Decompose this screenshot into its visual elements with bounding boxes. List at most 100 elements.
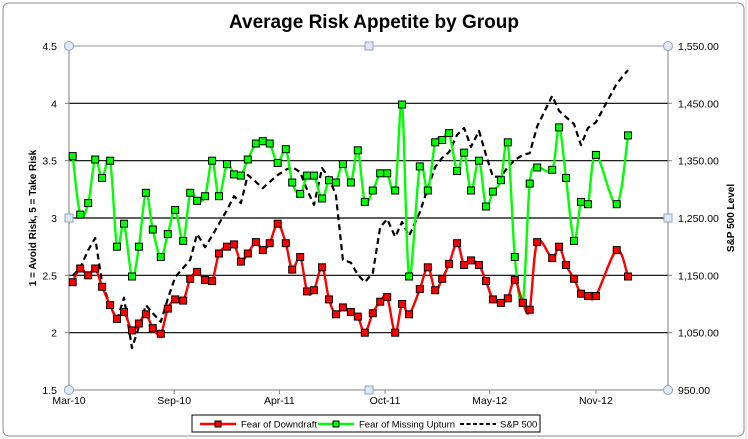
data-point-fear-of-downdraft xyxy=(624,272,632,281)
data-point-fear-of-downdraft xyxy=(405,310,414,319)
resize-handle-corner[interactable] xyxy=(64,385,74,395)
data-point-fear-of-downdraft xyxy=(518,298,527,307)
data-point-fear-of-missing-upturn xyxy=(303,171,312,180)
data-point-fear-of-downdraft xyxy=(201,275,210,284)
data-point-fear-of-missing-upturn xyxy=(193,196,202,205)
data-point-fear-of-downdraft xyxy=(288,265,297,274)
data-point-fear-of-missing-upturn xyxy=(273,159,282,167)
data-point-fear-of-missing-upturn xyxy=(68,152,77,161)
data-point-fear-of-missing-upturn xyxy=(265,139,274,148)
data-point-fear-of-missing-upturn xyxy=(482,202,490,211)
resize-handle-edge[interactable] xyxy=(364,41,374,51)
data-point-fear-of-downdraft xyxy=(525,305,534,314)
data-point-fear-of-missing-upturn xyxy=(230,170,238,179)
data-point-fear-of-downdraft xyxy=(258,246,267,255)
data-point-fear-of-downdraft xyxy=(503,294,512,303)
data-point-fear-of-downdraft xyxy=(128,326,136,335)
chart-title: Average Risk Appetite by Group xyxy=(229,12,519,33)
data-point-fear-of-downdraft xyxy=(431,286,440,295)
data-point-fear-of-downdraft xyxy=(186,274,195,283)
data-point-fear-of-missing-upturn xyxy=(503,138,512,147)
data-point-fear-of-downdraft xyxy=(310,286,318,295)
data-point-fear-of-missing-upturn xyxy=(318,194,327,203)
legend-label: Fear of Downdraft xyxy=(241,420,317,431)
data-point-fear-of-missing-upturn xyxy=(148,225,157,234)
data-point-fear-of-downdraft xyxy=(148,324,157,333)
data-point-fear-of-downdraft xyxy=(223,242,231,251)
data-point-fear-of-downdraft xyxy=(338,303,347,312)
data-point-fear-of-missing-upturn xyxy=(353,146,362,155)
y-tick-label: 3.5 xyxy=(42,156,57,168)
resize-handle-edge[interactable] xyxy=(364,385,374,395)
data-point-fear-of-missing-upturn xyxy=(134,242,143,251)
data-point-fear-of-missing-upturn xyxy=(562,173,570,182)
data-point-fear-of-downdraft xyxy=(445,259,454,268)
resize-handle-edge[interactable] xyxy=(663,213,673,223)
data-point-fear-of-missing-upturn xyxy=(583,200,592,209)
data-point-fear-of-downdraft xyxy=(591,292,600,300)
data-point-fear-of-downdraft xyxy=(134,319,143,328)
data-point-fear-of-downdraft xyxy=(438,274,447,283)
legend[interactable]: Fear of Downdraft Fear of Missing Upturn S… xyxy=(191,414,541,433)
y2-tick-label: 1,150.00 xyxy=(678,270,719,282)
data-point-fear-of-downdraft xyxy=(91,264,100,273)
data-point-fear-of-downdraft xyxy=(120,308,128,316)
data-point-fear-of-downdraft xyxy=(76,264,85,273)
data-point-fear-of-missing-upturn xyxy=(310,171,318,180)
data-point-fear-of-downdraft xyxy=(496,298,505,307)
data-point-fear-of-missing-upturn xyxy=(141,188,150,197)
series-fear-of-missing-upturn xyxy=(68,100,632,307)
data-point-fear-of-downdraft xyxy=(106,301,115,310)
data-point-fear-of-missing-upturn xyxy=(368,186,377,195)
series-line-s-p-500 xyxy=(71,69,629,350)
data-point-fear-of-downdraft xyxy=(193,267,202,276)
data-point-fear-of-downdraft xyxy=(383,293,392,302)
data-point-fear-of-missing-upturn xyxy=(453,167,462,175)
data-point-fear-of-missing-upturn xyxy=(570,236,578,245)
y2-tick-label: 1,050.00 xyxy=(678,328,719,340)
data-point-fear-of-downdraft xyxy=(533,238,542,247)
legend-label: Fear of Missing Upturn xyxy=(359,420,455,431)
data-point-fear-of-missing-upturn xyxy=(423,186,432,195)
resize-handle-corner[interactable] xyxy=(663,385,673,395)
data-point-fear-of-missing-upturn xyxy=(208,156,217,165)
resize-handle-edge[interactable] xyxy=(64,213,74,223)
data-point-fear-of-downdraft xyxy=(398,300,407,308)
data-point-fear-of-missing-upturn xyxy=(438,136,447,144)
resize-handle-corner[interactable] xyxy=(663,41,673,51)
series-group xyxy=(68,69,632,350)
data-point-fear-of-downdraft xyxy=(251,238,260,247)
selection-handles[interactable] xyxy=(64,41,673,395)
data-point-fear-of-downdraft xyxy=(318,263,327,272)
data-point-fear-of-missing-upturn xyxy=(171,206,180,214)
y-tick-label: 1.5 xyxy=(42,385,57,397)
data-point-fear-of-missing-upturn xyxy=(383,169,392,178)
data-point-fear-of-downdraft xyxy=(230,240,238,249)
data-point-fear-of-missing-upturn xyxy=(431,138,440,147)
legend-item-s-p-500[interactable]: S&P 500 xyxy=(460,420,537,431)
series-s-p-500 xyxy=(71,69,629,350)
data-point-fear-of-downdraft xyxy=(171,295,180,304)
data-point-fear-of-missing-upturn xyxy=(376,169,385,178)
data-point-fear-of-downdraft xyxy=(488,295,497,304)
data-point-fear-of-missing-upturn xyxy=(296,189,305,198)
x-tick-label: Mar-10 xyxy=(52,395,85,407)
legend-item-fear-of-downdraft[interactable]: Fear of Downdraft xyxy=(200,420,317,431)
data-point-fear-of-missing-upturn xyxy=(201,192,210,201)
y2-tick-label: 1,250.00 xyxy=(678,213,719,225)
data-point-fear-of-missing-upturn xyxy=(186,188,195,197)
data-point-fear-of-downdraft xyxy=(243,249,252,258)
y-tick-label: 2.5 xyxy=(42,270,57,282)
data-point-fear-of-missing-upturn xyxy=(325,176,333,185)
data-point-fear-of-missing-upturn xyxy=(128,272,136,281)
data-point-fear-of-missing-upturn xyxy=(215,192,223,201)
data-point-fear-of-missing-upturn xyxy=(591,150,600,159)
data-point-fear-of-downdraft xyxy=(475,261,483,269)
data-point-fear-of-downdraft xyxy=(296,253,305,261)
data-point-fear-of-missing-upturn xyxy=(236,171,245,180)
resize-handle-corner[interactable] xyxy=(64,41,74,51)
data-point-fear-of-downdraft xyxy=(179,296,188,305)
legend-item-fear-of-missing-upturn[interactable]: Fear of Missing Upturn xyxy=(318,420,455,431)
data-point-fear-of-missing-upturn xyxy=(106,156,115,165)
